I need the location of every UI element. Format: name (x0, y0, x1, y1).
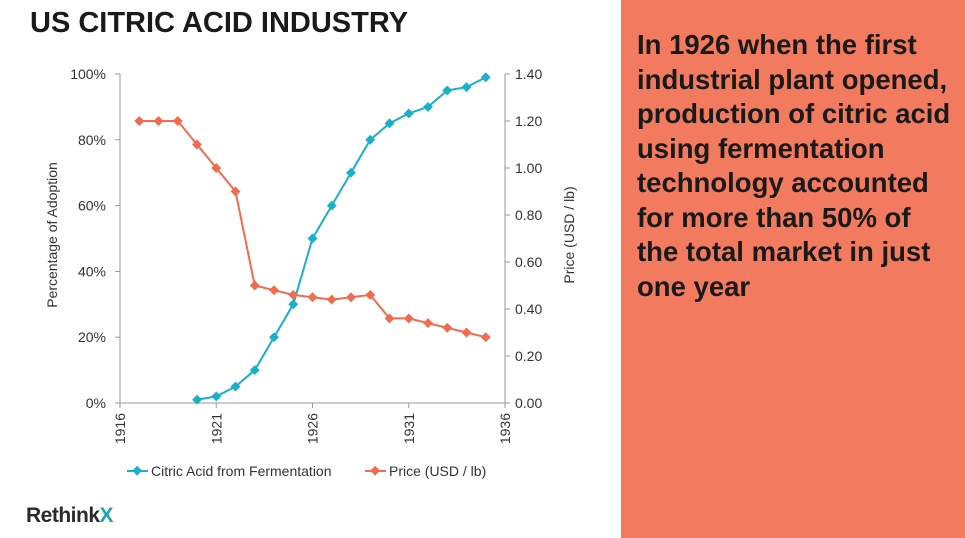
x-tick-label: 1936 (497, 413, 513, 444)
price-point (442, 322, 453, 333)
fermentation-line (196, 76, 487, 401)
chart-ticks: 0% 20% 40% 60% 80% 100% 0.00 0.20 0.40 0.60 0.80 1.… (70, 66, 542, 444)
y-tick-label: 60% (78, 198, 106, 214)
fermentation-point (230, 381, 241, 392)
legend-marker-price (370, 465, 381, 476)
y-tick-label: 40% (78, 263, 106, 279)
legend-label-fermentation: Citric Acid from Fermentation (151, 463, 332, 479)
fermentation-point (346, 167, 356, 178)
chart-series (134, 72, 491, 405)
y2-tick-label: 1.40 (515, 66, 542, 82)
price-point (403, 313, 414, 324)
price-point (326, 294, 337, 305)
y-tick-label: 0% (86, 395, 106, 411)
y2-tick-label: 0.20 (515, 348, 542, 364)
y2-tick-label: 0.40 (515, 301, 542, 317)
fermentation-point (269, 332, 279, 343)
rethinkx-logo: RethinkX (26, 504, 114, 528)
chart-area: 0% 20% 40% 60% 80% 100% 0.00 0.20 0.40 0.60 0.80 1.… (0, 50, 620, 500)
x-tick-label: 1921 (208, 413, 224, 444)
x-tick-label: 1916 (112, 413, 128, 444)
fermentation-point (480, 72, 491, 83)
logo-x-mark: X (99, 504, 114, 527)
price-point (134, 116, 145, 126)
x-tick-label: 1931 (401, 413, 417, 444)
price-point (172, 116, 183, 126)
callout-panel: In 1926 when the first industrial plant … (621, 0, 965, 538)
legend-label-price: Price (USD / lb) (389, 463, 486, 479)
y-axis-label: Percentage of Adoption (44, 162, 60, 308)
legend-item-fermentation: Citric Acid from Fermentation (127, 463, 332, 479)
price-point (346, 292, 356, 303)
x-tick-label: 1926 (305, 413, 321, 444)
price-point (249, 280, 260, 291)
price-point (307, 292, 318, 303)
fermentation-point (326, 200, 337, 211)
fermentation-point (192, 394, 202, 405)
y-tick-label: 20% (78, 329, 106, 345)
y2-axis-label: Price (USD / lb) (561, 186, 577, 283)
y-tick-label: 100% (70, 66, 106, 82)
chart-legend: Citric Acid from Fermentation Price (USD… (127, 463, 486, 479)
price-point (423, 318, 433, 329)
callout-text: In 1926 when the first industrial plant … (637, 29, 951, 302)
slide-title: US CITRIC ACID INDUSTRY (30, 7, 409, 39)
price-point (480, 332, 491, 343)
fermentation-point (307, 233, 318, 244)
price-line (139, 120, 486, 339)
price-point (192, 139, 202, 150)
fermentation-point (403, 108, 414, 119)
legend-marker-fermentation (132, 465, 143, 476)
y2-tick-label: 0.60 (515, 254, 542, 270)
fermentation-point (288, 299, 299, 310)
y2-tick-label: 1.20 (515, 113, 542, 129)
price-point (269, 285, 279, 296)
legend-item-price: Price (USD / lb) (365, 463, 486, 479)
fermentation-point (211, 391, 222, 402)
price-point (211, 163, 222, 173)
logo-text: Rethink (26, 504, 100, 527)
price-point (153, 116, 164, 126)
price-point (230, 186, 241, 197)
line-chart: 0% 20% 40% 60% 80% 100% 0.00 0.20 0.40 0.60 0.80 1.… (44, 66, 577, 479)
price-point (384, 313, 395, 324)
fermentation-point (249, 365, 260, 376)
y-tick-label: 80% (78, 132, 106, 148)
price-point (461, 327, 472, 338)
y2-tick-label: 0.80 (515, 207, 542, 223)
y2-tick-label: 0.00 (515, 395, 542, 411)
fermentation-point (461, 82, 472, 93)
y2-tick-label: 1.00 (515, 160, 542, 176)
fermentation-point (365, 134, 376, 145)
